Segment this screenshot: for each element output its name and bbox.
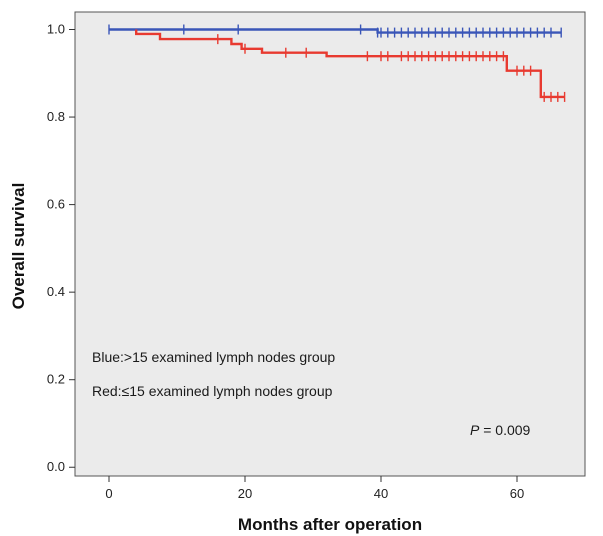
legend-red-text: Red:≤15 examined lymph nodes group: [92, 383, 333, 399]
p-value: = 0.009: [479, 422, 530, 438]
p-label: P: [470, 422, 480, 438]
y-tick-label: 0.6: [47, 197, 65, 212]
y-tick-label: 0.0: [47, 459, 65, 474]
survival-curve: [134, 29, 565, 99]
series-1: [134, 29, 566, 102]
legend-blue-text: Blue:>15 examined lymph nodes group: [92, 349, 335, 365]
y-tick-label: 0.2: [47, 372, 65, 387]
x-tick-label: 0: [105, 486, 112, 501]
y-axis-title: Overall survival: [9, 183, 28, 310]
plot-background: [74, 11, 586, 477]
y-tick-label: 0.8: [47, 109, 65, 124]
x-tick-label: 20: [238, 486, 252, 501]
x-tick-label: 60: [510, 486, 524, 501]
series-0: [108, 24, 562, 38]
x-tick-label: 40: [374, 486, 388, 501]
y-tick-label: 1.0: [47, 22, 65, 37]
p-value-annotation: P = 0.009: [470, 422, 531, 438]
y-tick-label: 0.4: [47, 284, 65, 299]
x-axis-title: Months after operation: [238, 515, 422, 534]
